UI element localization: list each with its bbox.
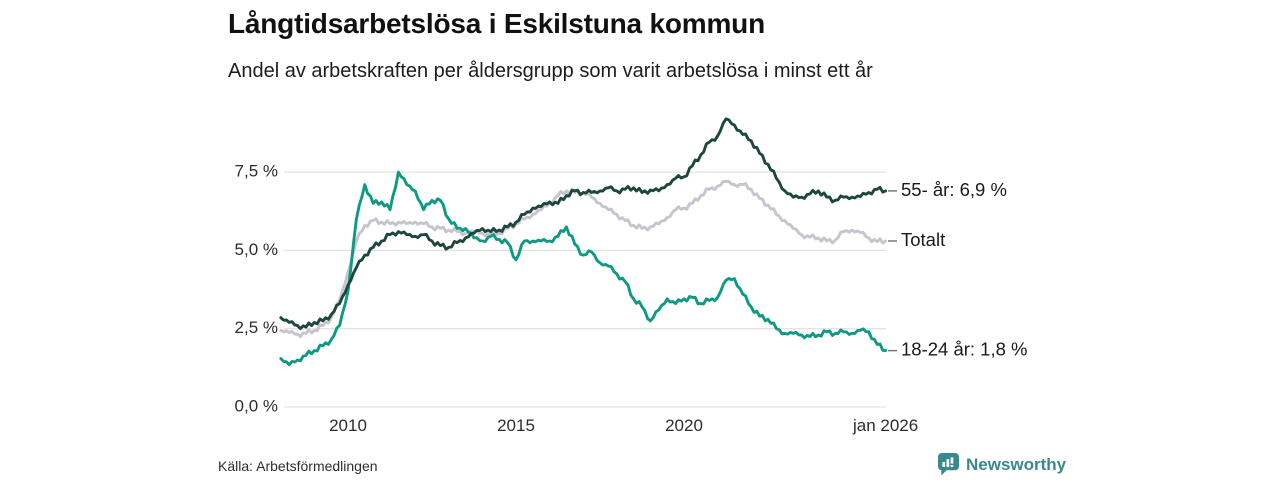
y-tick-label: 7,5 %: [235, 162, 278, 181]
series-line-totalt: [279, 180, 888, 338]
series-line-55-r: [279, 117, 888, 331]
y-tick-label: 0,0 %: [235, 396, 278, 415]
series-end-labels: 55- år: 6,9 % Totalt 18-24 år: 1,8 %: [888, 179, 1028, 360]
series-lines: [279, 117, 888, 367]
x-tick-label: 2015: [497, 416, 535, 435]
x-tick-label: 2020: [665, 416, 703, 435]
y-tick-label: 2,5 %: [235, 318, 278, 337]
x-axis-labels: 2010 2015 2020 jan 2026: [329, 416, 918, 435]
newsworthy-wordmark: Newsworthy: [966, 454, 1067, 474]
series-end-label: 55- år: 6,9 %: [901, 179, 1007, 200]
newsworthy-logo: Newsworthy: [938, 453, 1066, 476]
series-line-18-24-r: [279, 170, 888, 367]
y-tick-label: 5,0 %: [235, 240, 278, 259]
source-note: Källa: Arbetsförmedlingen: [218, 458, 378, 474]
series-end-label: 18-24 år: 1,8 %: [901, 339, 1028, 360]
x-tick-label: jan 2026: [852, 416, 918, 435]
series-end-label: Totalt: [901, 229, 945, 250]
gridlines: [284, 171, 886, 408]
chart-subtitle: Andel av arbetskraften per åldersgrupp s…: [228, 60, 873, 82]
chart-title: Långtidsarbetslösa i Eskilstuna kommun: [228, 8, 765, 39]
newsworthy-bubble-chart-icon: [938, 453, 959, 476]
x-tick-label: 2010: [329, 416, 367, 435]
y-axis-labels: 0,0 % 2,5 % 5,0 % 7,5 %: [235, 162, 278, 416]
